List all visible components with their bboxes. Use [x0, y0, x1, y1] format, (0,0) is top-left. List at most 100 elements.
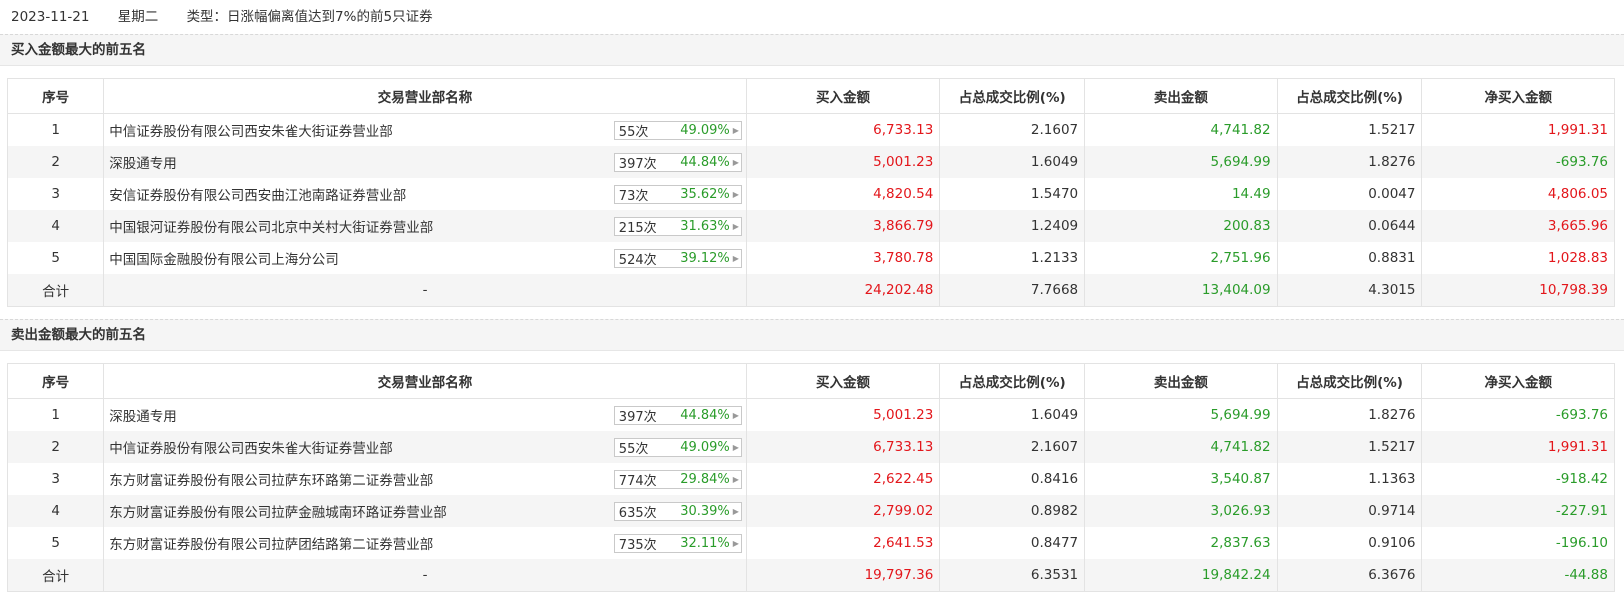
col-header-no: 序号 — [6, 78, 105, 114]
sell-ratio: 0.0047 — [1276, 178, 1423, 210]
buy-amount: 5,001.23 — [745, 398, 941, 431]
branch-name-link[interactable]: 深股通专用 — [109, 409, 177, 425]
buy-ratio: 0.8982 — [939, 495, 1086, 527]
row-number: 2 — [6, 431, 105, 463]
branch-name-container: 中国国际金融股份有限公司上海分公司 524次 39.12% ▶ — [109, 248, 746, 268]
net-buy-amount: -196.10 — [1421, 527, 1615, 559]
total-name-placeholder: - — [103, 274, 747, 307]
sell-amount: 200.83 — [1084, 210, 1278, 242]
table-row: 1 深股通专用 397次 44.84% ▶ 5,001.23 1.6049 5,694.99 1… — [6, 398, 1615, 431]
col-header-net: 净买入金额 — [1421, 78, 1615, 114]
col-header-net: 净买入金额 — [1421, 363, 1615, 399]
total-net-buy-amount: 10,798.39 — [1421, 274, 1615, 307]
net-buy-amount: 1,991.31 — [1421, 431, 1615, 463]
branch-name-link[interactable]: 东方财富证券股份有限公司拉萨东环路第二证券营业部 — [109, 473, 434, 489]
net-buy-amount: -227.91 — [1421, 495, 1615, 527]
win-rate: 30.39% — [680, 503, 730, 519]
branch-stats-badge[interactable]: 735次 32.11% ▶ — [613, 533, 742, 553]
table-row: 5 中国国际金融股份有限公司上海分公司 524次 39.12% ▶ 3,780.78 1.2… — [6, 242, 1615, 274]
row-number: 4 — [6, 495, 105, 527]
col-header-no: 序号 — [6, 363, 105, 399]
total-row: 合计 -19,797.36 6.3531 19,842.24 6.3676 -44.88 — [6, 559, 1615, 592]
branch-name-link[interactable]: 深股通专用 — [109, 156, 177, 172]
col-header-buy: 买入金额 — [745, 78, 941, 114]
buy-amount: 2,799.02 — [745, 495, 941, 527]
total-label: 合计 — [6, 559, 105, 592]
chevron-right-icon: ▶ — [732, 157, 739, 167]
col-header-buy: 买入金额 — [745, 363, 941, 399]
buy-amount: 6,733.13 — [745, 113, 941, 146]
branch-name-link[interactable]: 中信证券股份有限公司西安朱雀大街证券营业部 — [109, 124, 393, 140]
buy-ratio: 1.2133 — [939, 242, 1086, 274]
sell-amount: 2,837.63 — [1084, 527, 1278, 559]
branch-name-link[interactable]: 中国银河证券股份有限公司北京中关村大街证券营业部 — [109, 220, 434, 236]
win-rate: 35.62% — [680, 186, 730, 202]
branch-name-link[interactable]: 中国国际金融股份有限公司上海分公司 — [109, 252, 339, 268]
row-number: 4 — [6, 210, 105, 242]
row-number: 1 — [6, 398, 105, 431]
branch-name-container: 东方财富证券股份有限公司拉萨团结路第二证券营业部 735次 32.11% ▶ — [109, 533, 746, 553]
type-text: 类型：日涨幅偏离值达到7%的前5只证券 — [186, 9, 433, 25]
total-net-buy-amount: -44.88 — [1421, 559, 1615, 592]
chevron-right-icon: ▶ — [732, 474, 739, 484]
branch-name-container: 中信证券股份有限公司西安朱雀大街证券营业部 55次 49.09% ▶ — [109, 437, 746, 457]
chevron-right-icon: ▶ — [732, 125, 739, 135]
total-buy-amount: 19,797.36 — [745, 559, 941, 592]
branch-stats-badge[interactable]: 397次 44.84% ▶ — [613, 405, 742, 425]
buy-amount: 3,866.79 — [745, 210, 941, 242]
sell-ratio: 0.9714 — [1276, 495, 1423, 527]
col-header-name: 交易营业部名称 — [103, 78, 747, 114]
col-header-name: 交易营业部名称 — [103, 363, 747, 399]
branch-name-link[interactable]: 东方财富证券股份有限公司拉萨金融城南环路证券营业部 — [109, 505, 447, 521]
branch-stats-badge[interactable]: 73次 35.62% ▶ — [613, 184, 742, 204]
buy-ratio: 2.1607 — [939, 113, 1086, 146]
win-rate: 32.11% — [680, 535, 730, 551]
buy-amount: 3,780.78 — [745, 242, 941, 274]
buy-table: 序号 交易营业部名称 买入金额 占总成交比例(%) 卖出金额 占总成交比例(%)… — [6, 78, 1615, 307]
chevron-right-icon: ▶ — [732, 442, 739, 452]
branch-stats-badge[interactable]: 397次 44.84% ▶ — [613, 152, 742, 172]
branch-stats-badge[interactable]: 635次 30.39% ▶ — [613, 501, 742, 521]
row-number: 5 — [6, 242, 105, 274]
col-header-sell: 卖出金额 — [1084, 78, 1278, 114]
branch-name-cell: 东方财富证券股份有限公司拉萨团结路第二证券营业部 735次 32.11% ▶ — [103, 527, 747, 559]
sell-ratio: 1.1363 — [1276, 463, 1423, 495]
total-sell-amount: 13,404.09 — [1084, 274, 1278, 307]
total-sell-ratio: 6.3676 — [1276, 559, 1423, 592]
table-row: 2 中信证券股份有限公司西安朱雀大街证券营业部 55次 49.09% ▶ 6,733.13… — [6, 431, 1615, 463]
buy-amount: 4,820.54 — [745, 178, 941, 210]
sell-ratio: 0.9106 — [1276, 527, 1423, 559]
branch-stats-badge[interactable]: 215次 31.63% ▶ — [613, 216, 742, 236]
total-sell-ratio: 4.3015 — [1276, 274, 1423, 307]
branch-name-link[interactable]: 东方财富证券股份有限公司拉萨团结路第二证券营业部 — [109, 537, 434, 553]
branch-name-link[interactable]: 安信证券股份有限公司西安曲江池南路证券营业部 — [109, 188, 407, 204]
branch-stats-badge[interactable]: 524次 39.12% ▶ — [613, 248, 742, 268]
sell-ratio: 1.8276 — [1276, 398, 1423, 431]
net-buy-amount: 1,991.31 — [1421, 113, 1615, 146]
win-rate: 29.84% — [680, 471, 730, 487]
chevron-right-icon: ▶ — [732, 538, 739, 548]
table-row: 4 东方财富证券股份有限公司拉萨金融城南环路证券营业部 635次 30.39% ▶ 2,7… — [6, 495, 1615, 527]
branch-name-link[interactable]: 中信证券股份有限公司西安朱雀大街证券营业部 — [109, 441, 393, 457]
col-header-sell-pct: 占总成交比例(%) — [1276, 363, 1423, 399]
sell-amount: 5,694.99 — [1084, 398, 1278, 431]
total-sell-amount: 19,842.24 — [1084, 559, 1278, 592]
chevron-right-icon: ▶ — [732, 506, 739, 516]
total-row: 合计 -24,202.48 7.7668 13,404.09 4.3015 10,798.… — [6, 274, 1615, 307]
branch-stats-badge[interactable]: 55次 49.09% ▶ — [613, 120, 742, 140]
sell-amount: 4,741.82 — [1084, 431, 1278, 463]
branch-name-container: 东方财富证券股份有限公司拉萨金融城南环路证券营业部 635次 30.39% ▶ — [109, 501, 746, 521]
buy-ratio: 1.6049 — [939, 398, 1086, 431]
net-buy-amount: 3,665.96 — [1421, 210, 1615, 242]
trade-count: 73次 — [618, 188, 649, 204]
branch-name-cell: 中信证券股份有限公司西安朱雀大街证券营业部 55次 49.09% ▶ — [103, 431, 747, 463]
branch-stats-badge[interactable]: 55次 49.09% ▶ — [613, 437, 742, 457]
sell-ratio: 1.5217 — [1276, 113, 1423, 146]
sell-ratio: 1.8276 — [1276, 146, 1423, 178]
table-header-row: 序号 交易营业部名称 买入金额 占总成交比例(%) 卖出金额 占总成交比例(%)… — [6, 363, 1615, 399]
buy-amount: 6,733.13 — [745, 431, 941, 463]
branch-stats-badge[interactable]: 774次 29.84% ▶ — [613, 469, 742, 489]
sell-amount: 4,741.82 — [1084, 113, 1278, 146]
buy-ratio: 0.8416 — [939, 463, 1086, 495]
table-row: 2 深股通专用 397次 44.84% ▶ 5,001.23 1.6049 5,694.99 1… — [6, 146, 1615, 178]
